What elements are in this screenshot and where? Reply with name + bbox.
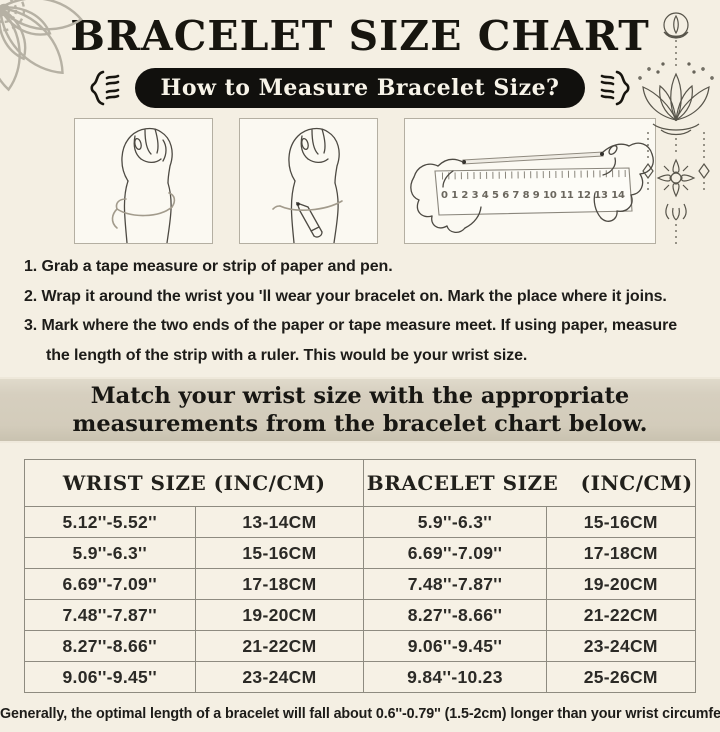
illustration-row: 0 1 2 3 4 5 6 7 8 9 10 11 12 13 14 [74, 118, 720, 244]
bracelet-size-inch-cell: 5.9''-6.3'' [363, 507, 545, 537]
left-squiggle-ornament [89, 69, 123, 107]
bracelet-size-header: BRACELET SIZE (INC/CM) [363, 460, 695, 506]
wrist-size-inch-cell: 5.9''-6.3'' [72, 542, 147, 563]
wrist-size-inch-cell: 9.06''-9.45'' [62, 666, 157, 687]
bracelet-size-inch-cell: 7.48''-7.87'' [363, 569, 545, 599]
bracelet-size-inch-cell: 6.69''-7.09'' [363, 538, 545, 568]
wrist-size-inch-cell: 7.48''-7.87'' [62, 604, 157, 625]
table-row: 9.06''-9.45'' 23-24CM 9.84''-10.23 25-26… [25, 661, 695, 692]
wrist-size-cm-cell: 17-18CM [194, 569, 364, 599]
match-size-banner: Match your wrist size with the appropria… [0, 377, 720, 443]
wrist-size-cm-cell: 15-16CM [194, 538, 364, 568]
banner-text: Match your wrist size with the appropria… [72, 383, 648, 437]
table-body: 5.12''-5.52'' 13-14CM 5.9''-6.3'' 15-16C… [25, 506, 695, 692]
step-3: 3. Mark where the two ends of the paper … [24, 317, 678, 364]
bracelet-size-cm-cell: 15-16CM [545, 507, 695, 537]
size-chart-table: WRIST SIZE (INC/CM) BRACELET SIZE (INC/C… [24, 459, 696, 693]
wrist-size-inch-cell: 6.69''-7.09'' [62, 573, 157, 594]
bracelet-size-cm-cell: 21-22CM [545, 600, 695, 630]
bracelet-size-cm-cell: 19-20CM [545, 569, 695, 599]
step-1: 1. Grab a tape measure or strip of paper… [24, 258, 393, 275]
instruction-steps: 1. Grab a tape measure or strip of paper… [24, 252, 700, 370]
table-row: 5.12''-5.52'' 13-14CM 5.9''-6.3'' 15-16C… [25, 506, 695, 537]
wrist-size-cm-cell: 23-24CM [194, 662, 364, 692]
footer-note: Generally, the optimal length of a brace… [0, 706, 720, 722]
step-2: 2. Wrap it around the wrist you 'll wear… [24, 287, 667, 305]
wrist-size-cm-cell: 19-20CM [194, 600, 364, 630]
wrist-size-cm-cell: 13-14CM [194, 507, 364, 537]
bracelet-size-inch-cell: 9.06''-9.45'' [363, 631, 545, 661]
wrist-size-header: WRIST SIZE (INC/CM) [62, 471, 326, 495]
badge-how-to-measure: How to Measure Bracelet Size? [134, 68, 586, 108]
table-header-row: WRIST SIZE (INC/CM) BRACELET SIZE (INC/C… [25, 460, 695, 506]
badge-row: How to Measure Bracelet Size? [0, 67, 720, 109]
bracelet-size-cm-cell: 17-18CM [545, 538, 695, 568]
table-row: 5.9''-6.3'' 15-16CM 6.69''-7.09'' 17-18C… [25, 537, 695, 568]
page-title: BRACELET SIZE CHART [70, 12, 650, 60]
wrist-size-cm-cell: 21-22CM [194, 631, 364, 661]
illustration-wrap-tape [74, 118, 213, 244]
table-row: 8.27''-8.66'' 21-22CM 9.06''-9.45'' 23-2… [25, 630, 695, 661]
wrist-size-inch-cell: 8.27''-8.66'' [62, 635, 157, 656]
table-row: 6.69''-7.09'' 17-18CM 7.48''-7.87'' 19-2… [25, 568, 695, 599]
illustration-ruler-measure: 0 1 2 3 4 5 6 7 8 9 10 11 12 13 14 [404, 118, 656, 244]
bracelet-size-cm-cell: 23-24CM [545, 631, 695, 661]
ruler-numbers: 0 1 2 3 4 5 6 7 8 9 10 11 12 13 14 [441, 190, 625, 201]
right-squiggle-ornament [597, 69, 631, 107]
wrist-size-inch-cell: 5.12''-5.52'' [62, 511, 157, 532]
bracelet-size-inch-cell: 9.84''-10.23 [363, 662, 545, 692]
table-row: 7.48''-7.87'' 19-20CM 8.27''-8.66'' 21-2… [25, 599, 695, 630]
bracelet-size-inch-cell: 8.27''-8.66'' [363, 600, 545, 630]
illustration-mark-wrist [239, 118, 378, 244]
bracelet-size-cm-cell: 25-26CM [545, 662, 695, 692]
